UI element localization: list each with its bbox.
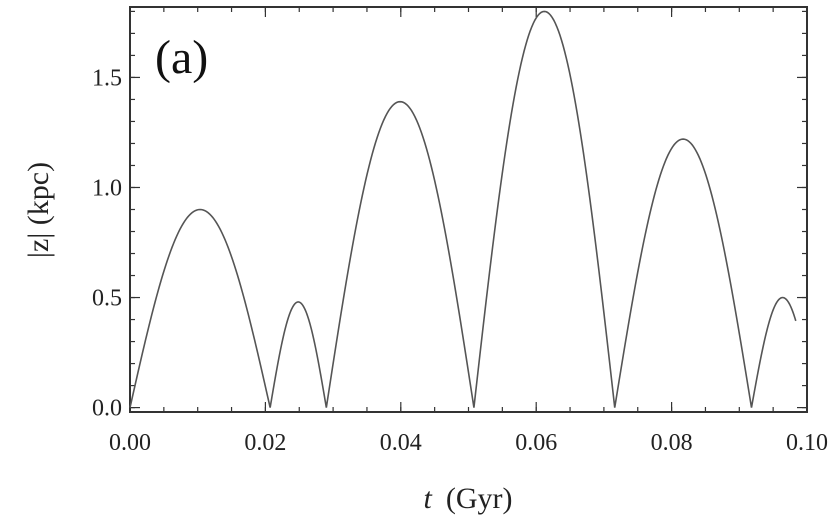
panel-label: (a) [155, 31, 208, 84]
x-tick-label: 0.02 [244, 430, 286, 456]
x-tick-label: 0.08 [651, 430, 693, 456]
x-axis-label: t (Gyr) [424, 482, 513, 515]
y-tick-label: 1.0 [92, 175, 122, 201]
plot-frame [129, 6, 808, 413]
x-tick-label: 0.04 [380, 430, 422, 456]
x-tick-label: 0.10 [786, 430, 828, 456]
x-tick-label: 0.06 [515, 430, 557, 456]
tick-labels: 0.00 0.02 0.04 0.06 0.08 0.10 0.0 0.5 1.0 1.5 [92, 65, 828, 456]
x-tick-label: 0.00 [109, 430, 151, 456]
y-tick-label: 1.5 [92, 65, 122, 91]
x-axis-label-var: t [424, 482, 433, 515]
x-axis-label-unit: (Gyr) [446, 482, 513, 515]
series-line [129, 10, 797, 408]
y-tick-label: 0.5 [92, 286, 122, 312]
y-axis-label: |z| (kpc) [22, 162, 55, 258]
ticks [129, 7, 808, 412]
y-tick-label: 0.0 [92, 396, 122, 422]
